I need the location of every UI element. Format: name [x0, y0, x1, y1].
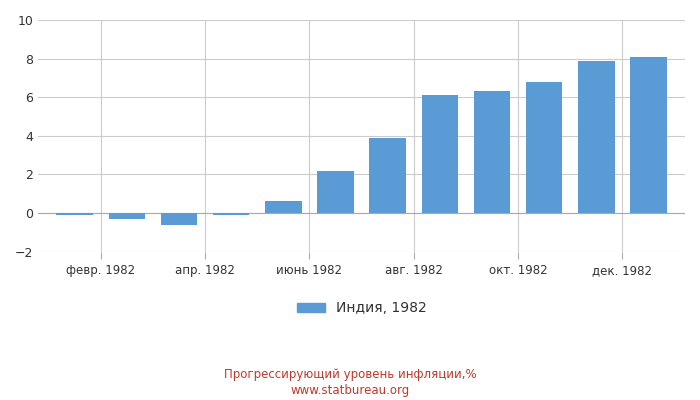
Bar: [108, 213, 145, 219]
Bar: [526, 82, 562, 213]
Legend: Индия, 1982: Индия, 1982: [291, 296, 432, 321]
Bar: [421, 95, 458, 213]
Bar: [578, 60, 615, 213]
Bar: [57, 213, 93, 215]
Bar: [474, 92, 510, 213]
Bar: [161, 213, 197, 225]
Bar: [370, 138, 406, 213]
Text: Прогрессирующий уровень инфляции,%: Прогрессирующий уровень инфляции,%: [224, 368, 476, 381]
Bar: [630, 57, 666, 213]
Bar: [317, 170, 354, 213]
Bar: [213, 213, 249, 215]
Bar: [265, 202, 302, 213]
Text: www.statbureau.org: www.statbureau.org: [290, 384, 410, 397]
